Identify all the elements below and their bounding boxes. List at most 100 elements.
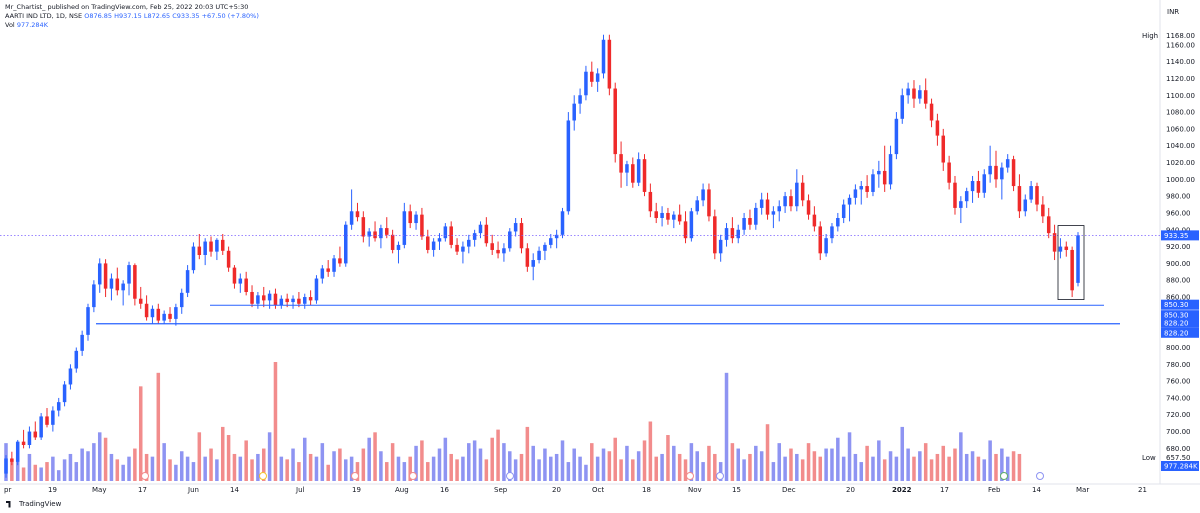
candle-body xyxy=(168,313,172,319)
candle xyxy=(51,406,55,432)
volume-bar xyxy=(279,456,284,481)
candle-body xyxy=(607,39,612,89)
candle xyxy=(923,78,928,109)
tradingview-brand: TradingView xyxy=(19,500,62,508)
candle-body xyxy=(636,159,641,183)
candle xyxy=(244,271,248,296)
support-tag-4: 828.20 xyxy=(1161,327,1199,338)
candle xyxy=(853,184,858,205)
candle xyxy=(80,330,84,356)
candle-body xyxy=(912,88,916,99)
candle xyxy=(431,238,436,257)
candle xyxy=(92,280,96,313)
candle-body xyxy=(203,241,207,255)
candle-body xyxy=(947,162,951,183)
candle-body xyxy=(185,270,190,293)
y-tick-label: 1060.00 xyxy=(1166,125,1195,133)
volume-bar xyxy=(97,432,102,481)
volume-tag: 977.284K xyxy=(1161,461,1199,471)
x-tick-label: Aug xyxy=(395,486,409,494)
volume-bar xyxy=(601,448,606,481)
candle-body xyxy=(771,211,776,215)
candle xyxy=(554,229,559,249)
volume-bar xyxy=(332,451,336,481)
candle xyxy=(215,238,219,261)
candle xyxy=(859,181,864,205)
volume-bar xyxy=(344,459,348,481)
volume-bar xyxy=(941,445,946,481)
candle xyxy=(1023,194,1028,217)
candle-body xyxy=(390,234,395,250)
x-tick-label: Mar xyxy=(1076,486,1089,494)
x-tick-label: Oct xyxy=(592,486,604,494)
candle-body xyxy=(302,297,307,304)
volume-bar xyxy=(988,440,992,481)
volume-bar xyxy=(232,453,237,481)
volume-bar xyxy=(379,451,383,481)
candle xyxy=(906,82,910,104)
volume-bar xyxy=(636,451,641,481)
y-tick-label: 720.00 xyxy=(1166,411,1191,419)
volume-bar xyxy=(250,459,254,481)
candle-body xyxy=(513,223,518,232)
volume-bar xyxy=(484,459,489,481)
candle xyxy=(332,255,336,277)
candle xyxy=(502,243,506,262)
candle-body xyxy=(1035,186,1039,205)
candle xyxy=(812,206,817,232)
y-tick-label: 960.00 xyxy=(1166,209,1191,217)
candle xyxy=(179,288,184,314)
candle xyxy=(1064,241,1069,257)
volume-bar xyxy=(10,459,14,481)
volume-bar xyxy=(367,437,371,481)
volume-bar xyxy=(467,443,471,481)
candle-body xyxy=(297,298,301,304)
candle-body xyxy=(414,214,418,224)
candle xyxy=(847,194,852,222)
y-tick-label: 900.00 xyxy=(1166,260,1191,268)
candle xyxy=(97,258,102,293)
candle-body xyxy=(841,204,846,219)
volume-bar xyxy=(736,448,740,481)
candle-body xyxy=(51,410,55,425)
candle xyxy=(349,189,354,230)
volume-bar xyxy=(273,362,278,481)
candle-body xyxy=(209,241,213,252)
volume-bar xyxy=(689,443,694,481)
candle-body xyxy=(45,416,49,425)
candle-body xyxy=(484,224,489,244)
volume-bar xyxy=(185,456,190,481)
candles xyxy=(4,34,1080,478)
candle xyxy=(273,288,278,309)
candle xyxy=(1005,154,1010,173)
volume-bar xyxy=(765,424,770,481)
candle-body xyxy=(1023,199,1028,212)
candle xyxy=(783,191,787,213)
y-tick-label: 980.00 xyxy=(1166,193,1191,201)
volume-bar xyxy=(478,448,483,481)
candle-body xyxy=(273,293,278,306)
volume-value: 977.284K xyxy=(16,21,48,29)
candle-body xyxy=(1017,186,1022,212)
candle-body xyxy=(847,197,852,205)
volume-bar xyxy=(912,456,916,481)
candle xyxy=(174,303,178,326)
volume-bar xyxy=(549,456,553,481)
candle xyxy=(150,305,155,324)
candle-body xyxy=(783,196,787,207)
volume-bar xyxy=(812,451,817,481)
candle-body xyxy=(994,165,998,180)
candle xyxy=(877,160,881,188)
volume-bar xyxy=(402,462,407,481)
candle-body xyxy=(1064,246,1069,250)
candle-body xyxy=(244,278,248,292)
x-tick-label: Dec xyxy=(782,486,796,494)
volume-bar xyxy=(385,462,389,481)
volume-bar xyxy=(906,448,910,481)
volume-bar xyxy=(168,459,172,481)
candle-body xyxy=(478,224,483,234)
candle-body xyxy=(806,200,811,215)
volume-bar xyxy=(1000,448,1004,481)
last-price-tag-bg xyxy=(1161,230,1199,241)
